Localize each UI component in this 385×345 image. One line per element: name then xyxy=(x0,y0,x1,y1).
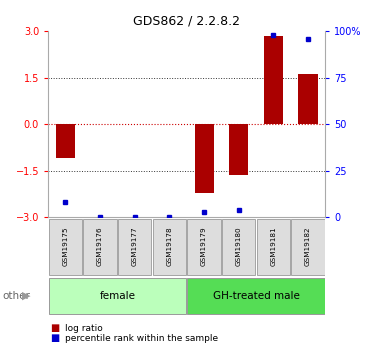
Bar xyxy=(291,218,325,275)
Bar xyxy=(187,278,325,314)
Title: GDS862 / 2.2.8.2: GDS862 / 2.2.8.2 xyxy=(133,14,240,27)
Bar xyxy=(49,278,186,314)
Bar xyxy=(194,124,214,193)
Bar xyxy=(49,218,82,275)
Text: other: other xyxy=(2,291,30,301)
Bar xyxy=(153,218,186,275)
Text: ▶: ▶ xyxy=(22,291,31,301)
Text: GSM19175: GSM19175 xyxy=(62,227,69,266)
Bar xyxy=(257,218,290,275)
Bar xyxy=(187,218,221,275)
Text: GSM19177: GSM19177 xyxy=(132,227,138,266)
Bar xyxy=(56,124,75,158)
Text: GSM19181: GSM19181 xyxy=(270,227,276,266)
Text: ■: ■ xyxy=(50,324,59,333)
Bar xyxy=(84,218,117,275)
Text: female: female xyxy=(99,291,136,301)
Bar xyxy=(118,218,151,275)
Text: GSM19179: GSM19179 xyxy=(201,227,207,266)
Text: GSM19178: GSM19178 xyxy=(166,227,172,266)
Text: ■: ■ xyxy=(50,333,59,343)
Bar xyxy=(298,74,318,124)
Text: GSM19176: GSM19176 xyxy=(97,227,103,266)
Bar xyxy=(229,124,248,175)
Text: log ratio: log ratio xyxy=(65,324,102,333)
Text: GSM19180: GSM19180 xyxy=(236,227,242,266)
Text: percentile rank within the sample: percentile rank within the sample xyxy=(65,334,218,343)
Text: GH-treated male: GH-treated male xyxy=(213,291,300,301)
Bar xyxy=(222,218,255,275)
Bar xyxy=(264,36,283,124)
Text: GSM19182: GSM19182 xyxy=(305,227,311,266)
